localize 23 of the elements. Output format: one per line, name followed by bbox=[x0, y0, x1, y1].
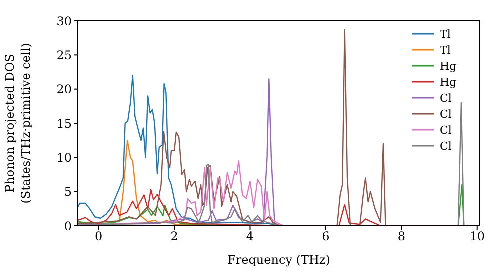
y-tick-label: 30 bbox=[56, 14, 72, 28]
x-axis-title: Frequency (THz) bbox=[228, 253, 330, 267]
legend-label: Cl bbox=[440, 124, 452, 136]
y-tick-label: 5 bbox=[64, 185, 72, 200]
legend-label: Hg bbox=[440, 76, 457, 88]
y-tick-label: 0 bbox=[64, 219, 72, 234]
legend-label: Cl bbox=[440, 140, 452, 152]
y-axis-title: Phonon projected DOS (States/THz·primitive cell) bbox=[3, 43, 33, 204]
y-tick-label: 15 bbox=[56, 116, 72, 131]
legend-label: Cl bbox=[440, 108, 452, 120]
x-tick-label: 4 bbox=[246, 230, 254, 244]
x-tick-label: 8 bbox=[398, 230, 406, 244]
x-tick-label: 0 bbox=[95, 230, 103, 244]
legend-label: Cl bbox=[440, 92, 452, 104]
x-tick-label: 6 bbox=[322, 230, 330, 244]
x-tick-label: 2 bbox=[170, 230, 178, 244]
x-tick-label: 10 bbox=[470, 230, 485, 244]
y-tick-label: 20 bbox=[56, 82, 72, 97]
y-tick-label: 10 bbox=[56, 150, 72, 165]
legend-label: Tl bbox=[440, 28, 451, 40]
y-tick-label: 25 bbox=[56, 48, 72, 62]
legend-label: Tl bbox=[440, 44, 451, 56]
legend-label: Hg bbox=[440, 60, 457, 72]
